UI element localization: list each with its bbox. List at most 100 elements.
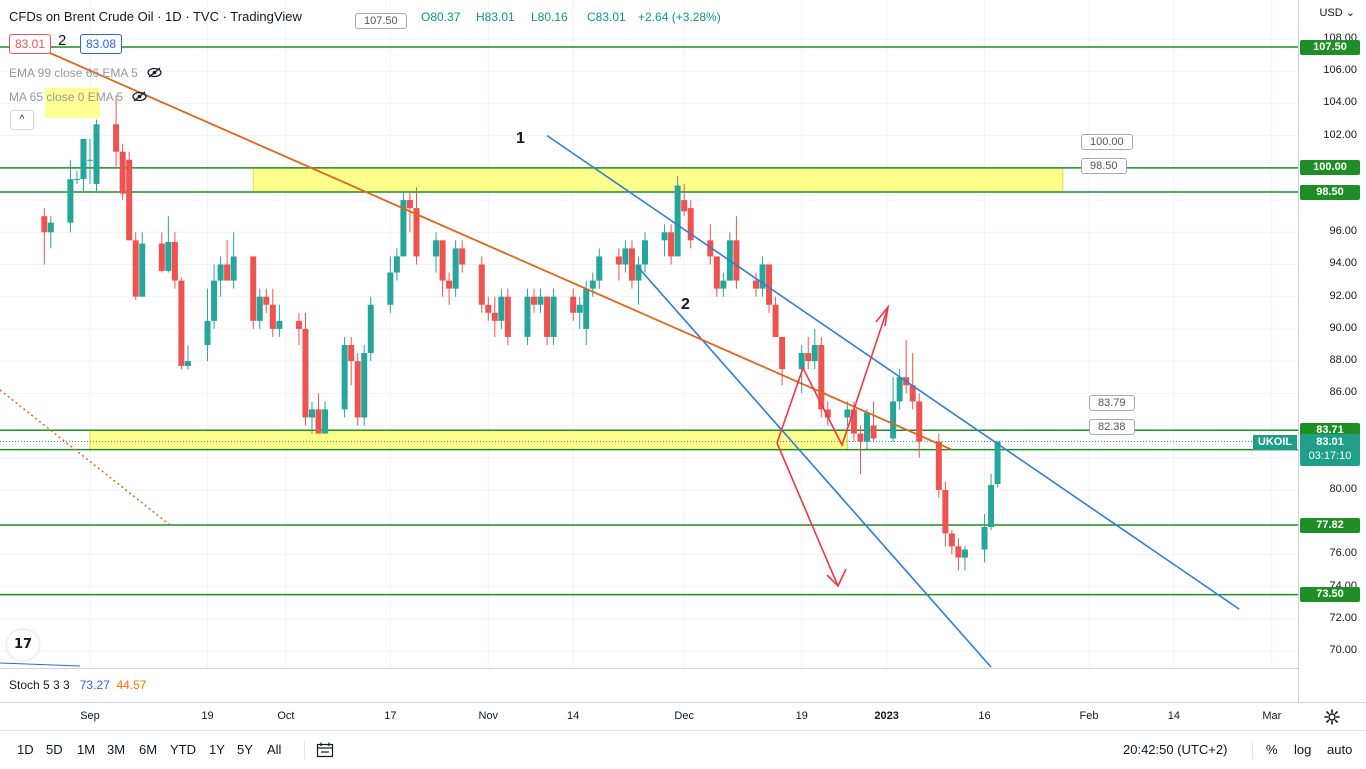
candle-body	[850, 409, 857, 434]
candle-body	[158, 243, 165, 271]
callout-100-00[interactable]: 100.00	[1081, 134, 1133, 150]
candle-body	[811, 345, 818, 362]
candle-body	[165, 241, 172, 271]
candle-body	[498, 296, 505, 321]
candle-body	[576, 304, 583, 313]
candle-body	[707, 240, 714, 257]
stoch-pane[interactable]: Stoch 5 3 3 73.27 44.57	[0, 668, 1298, 703]
price-tag: 100.00	[1300, 160, 1360, 176]
time-tick: Feb	[1079, 710, 1099, 722]
time-tick: 14	[1167, 710, 1180, 722]
price-tag: 73.50	[1300, 587, 1360, 603]
indicator-ma[interactable]: MA 65 close 0 EMA 5	[9, 90, 148, 104]
candle-body	[981, 526, 988, 550]
time-tick: 2023	[874, 710, 899, 722]
candle-body	[844, 409, 851, 418]
range-1d[interactable]: 1D	[17, 742, 34, 757]
candle-body	[413, 208, 420, 257]
time-axis[interactable]: Sep 19 Oct 17 Nov 14 Dec 19 2023 16 Feb 14 Mar	[0, 702, 1366, 730]
indicator-ema[interactable]: EMA 99 close 66 EMA 5	[9, 66, 162, 80]
resistance-zone	[252, 167, 1064, 193]
candle-body	[47, 222, 54, 233]
currency-label[interactable]: USD ⌄	[1319, 6, 1355, 19]
candle-body	[642, 240, 648, 265]
candle-body	[80, 138, 87, 180]
sell-button[interactable]: 83.01	[9, 34, 52, 54]
ohlc-low: L80.16	[531, 10, 568, 24]
candle-body	[276, 320, 283, 329]
time-tick: Sep	[80, 710, 100, 722]
candle-body	[178, 280, 185, 366]
candle-body	[544, 296, 551, 337]
price-chart[interactable]	[0, 0, 1298, 668]
highlight-zone	[45, 88, 100, 118]
range-1y[interactable]: 1Y	[209, 742, 225, 757]
range-3m[interactable]: 3M	[107, 742, 126, 757]
candle-body	[224, 264, 231, 281]
candle-body	[309, 409, 315, 418]
range-all[interactable]: All	[267, 742, 282, 757]
price-axis[interactable]: USD ⌄ 106.00 104.00 102.00 96.00 94.00 92.00 9…	[1298, 0, 1366, 702]
stoch-k-value: 73.27	[79, 678, 110, 692]
range-5y[interactable]: 5Y	[237, 742, 253, 757]
wave-label-2: 2	[681, 296, 690, 313]
candle-body	[955, 546, 962, 558]
date-range-icon[interactable]	[316, 742, 334, 758]
support-resistance-lines	[0, 46, 1298, 596]
candle-body	[439, 240, 446, 281]
candle-body	[217, 264, 224, 281]
range-6m[interactable]: 6M	[139, 742, 158, 757]
candle-body	[622, 248, 629, 265]
settings-gear-icon[interactable]	[1324, 709, 1340, 725]
candle-body	[452, 248, 459, 289]
range-1m[interactable]: 1M	[77, 742, 96, 757]
candle-body	[119, 151, 126, 194]
chart-pane[interactable]: CFDs on Brent Crude Oil · 1D · TVC · Tra…	[0, 0, 1298, 668]
candle-body	[779, 336, 786, 370]
ohlc-high: H83.01	[476, 10, 515, 24]
price-tick: 86.00	[1329, 386, 1357, 399]
candle-body	[504, 296, 511, 337]
candle-body	[41, 216, 48, 233]
callout-98-50[interactable]: 98.50	[1081, 158, 1127, 174]
range-ytd[interactable]: YTD	[170, 742, 196, 757]
callout-107-50[interactable]: 107.50	[355, 13, 407, 29]
collapse-legend-button[interactable]: ^	[10, 110, 34, 130]
candle-body	[367, 304, 374, 354]
stoch-d-value: 44.57	[116, 678, 147, 692]
candle-body	[753, 280, 759, 289]
callout-82-38[interactable]: 82.38	[1089, 419, 1135, 435]
eye-crossed-icon[interactable]	[132, 91, 148, 102]
auto-toggle[interactable]: auto	[1327, 742, 1353, 757]
callout-83-79[interactable]: 83.79	[1089, 395, 1135, 411]
candle-body	[916, 401, 923, 442]
clock-time[interactable]: 20:42:50 (UTC+2)	[1123, 742, 1228, 757]
time-tick: 17	[384, 710, 397, 722]
candle-body	[126, 159, 133, 241]
candle-body	[615, 256, 622, 265]
candle-body	[583, 288, 590, 329]
drawings	[0, 38, 1240, 668]
buy-button[interactable]: 83.08	[80, 34, 123, 54]
price-tick: 72.00	[1329, 611, 1357, 624]
wave-label-1: 1	[516, 130, 525, 147]
candle-body	[67, 179, 74, 223]
candle-body	[524, 296, 531, 337]
time-tick: 14	[567, 710, 580, 722]
eye-crossed-icon[interactable]	[147, 67, 162, 78]
channel-upper	[546, 134, 1240, 610]
price-tag: 98.50	[1300, 184, 1360, 200]
toolbar-divider	[304, 741, 305, 759]
candle-body	[759, 264, 766, 289]
range-5d[interactable]: 5D	[46, 742, 63, 757]
candle-body	[478, 264, 485, 305]
log-toggle[interactable]: log	[1294, 742, 1312, 757]
price-tick: 106.00	[1323, 64, 1357, 77]
toolbar-divider	[1252, 741, 1253, 759]
price-tick: 88.00	[1329, 354, 1357, 367]
tradingview-logo[interactable]: 17	[7, 630, 39, 660]
percent-toggle[interactable]: %	[1266, 742, 1278, 757]
candles	[41, 95, 1001, 571]
arrow-down-head	[826, 568, 847, 588]
symbol-tag: UKOIL	[1253, 435, 1297, 450]
